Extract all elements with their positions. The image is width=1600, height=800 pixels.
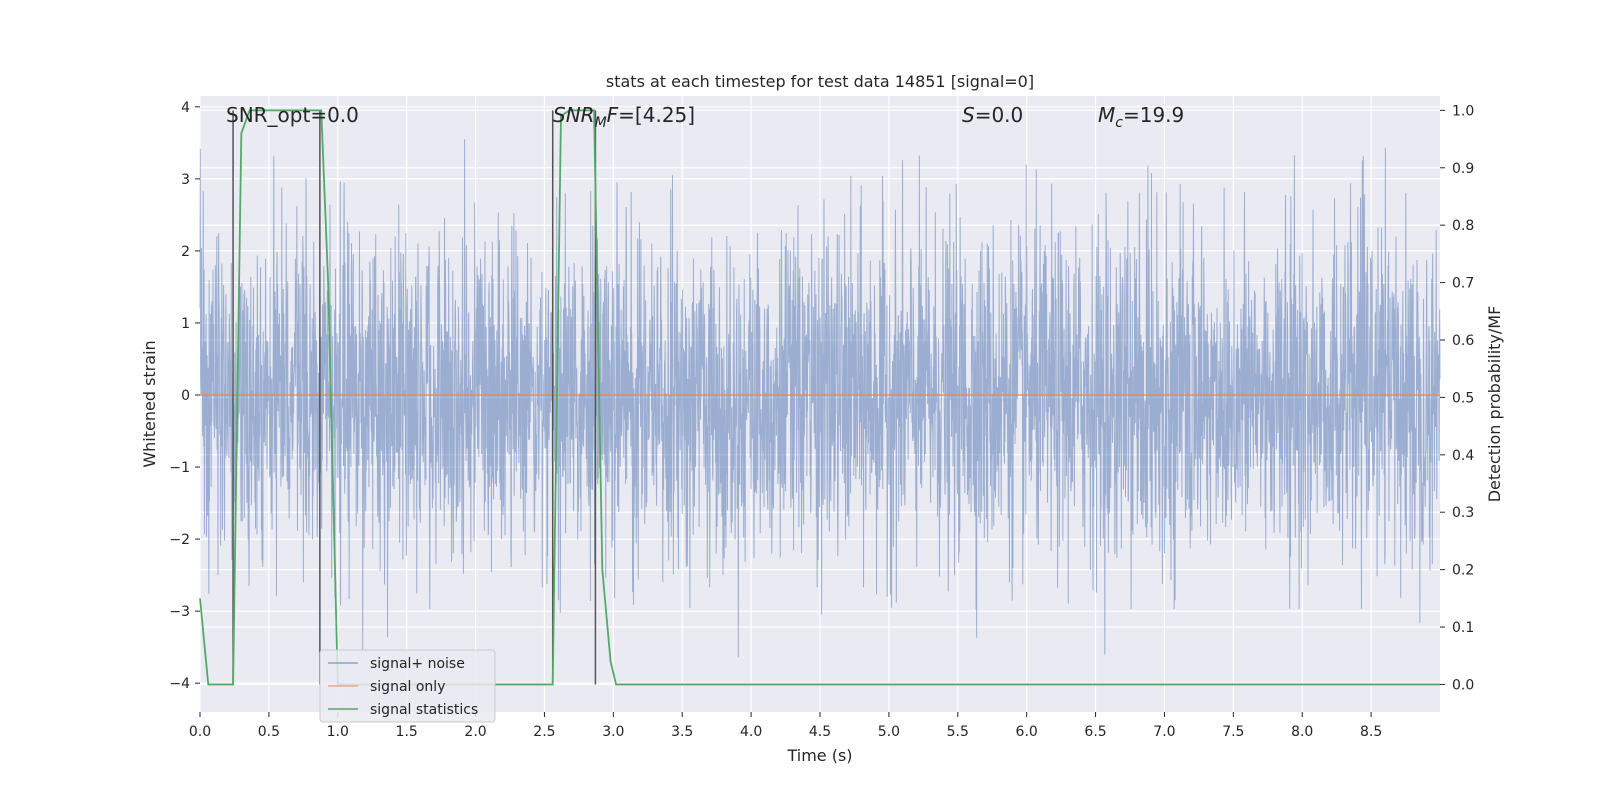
x-tick-label: 6.5 [1084,724,1106,740]
x-tick-label: 1.5 [396,724,418,740]
x-tick-label: 7.5 [1222,724,1244,740]
annotations: SNR_opt=0.0 SNRMF=[4.25] S=0.0 Mc=19.9 [226,103,1184,131]
y-tick-label: −3 [169,604,190,620]
annotation-part: M [595,115,607,131]
x-tick-labels: 0.0 0.5 1.0 1.5 2.0 2.5 3.0 3.5 4.0 4.5 5.0 5.5 6.0 6… [189,712,1382,740]
y-axis-label: Whitened strain [140,340,159,467]
annotation-part: SNR_opt=0.0 [226,103,359,127]
y-tick-label: −1 [169,460,190,476]
annotation-part: =0.0 [975,103,1024,127]
y-tick-labels: 4 3 2 1 0 −1 −2 −3 −4 [169,100,200,692]
x-tick-label: 0.5 [258,724,280,740]
annotation: Mc=19.9 [1098,103,1184,131]
y2-tick-label: 0.7 [1452,276,1474,292]
annotation-part: SNR [553,103,595,127]
vertical-markers [232,110,597,685]
x-axis-label: Time (s) [786,746,852,765]
annotation: SNRMF=[4.25] [553,103,695,131]
x-tick-label: 2.5 [533,724,555,740]
annotation: S=0.0 [962,103,1023,127]
x-tick-label: 4.5 [809,724,831,740]
annotation-part: =[4.25] [618,103,695,127]
y2-tick-label: 0.6 [1452,333,1474,349]
legend-label-statistics: signal statistics [370,702,478,718]
chart-title: stats at each timestep for test data 148… [606,72,1034,91]
x-tick-label: 6.0 [1016,724,1038,740]
legend-box [319,649,496,723]
y2-tick-label: 0.3 [1452,505,1474,521]
annotation-part: =19.9 [1123,103,1184,127]
y2-tick-label: 0.8 [1452,218,1474,234]
y2-tick-label: 0.5 [1452,390,1474,406]
y2-tick-label: 1.0 [1452,103,1474,119]
annotation-part: S [962,103,975,127]
x-tick-label: 4.0 [740,724,762,740]
annotation: SNR_opt=0.0 [226,103,359,127]
y-tick-label: −4 [169,676,190,692]
x-tick-label: 1.0 [327,724,349,740]
x-tick-label: 2.0 [464,724,486,740]
x-tick-label: 5.5 [947,724,969,740]
y2-tick-labels: 1.0 0.9 0.8 0.7 0.6 0.5 0.4 0.3 0.2 0.1 0.0 [1440,103,1474,693]
y-tick-label: 4 [181,100,190,116]
noise-trace [199,139,1441,658]
y-tick-label: 0 [181,388,190,404]
y-tick-label: −2 [169,532,190,548]
y2-tick-label: 0.4 [1452,448,1474,464]
y-tick-label: 2 [181,244,190,260]
y2-tick-label: 0.2 [1452,563,1474,579]
noise-series [199,139,1441,658]
y2-tick-label: 0.9 [1452,161,1474,177]
y-tick-label: 1 [181,316,190,332]
x-tick-label: 7.0 [1153,724,1175,740]
y-tick-label: 3 [181,172,190,188]
legend-label-noise: signal+ noise [370,656,465,672]
x-tick-label: 8.0 [1291,724,1313,740]
legend: signal+ noise signal only signal statist… [319,649,496,723]
x-tick-label: 0.0 [189,724,211,740]
annotation-part: c [1115,115,1123,131]
y2-axis-label: Detection probability/MF [1485,306,1504,503]
x-tick-label: 8.5 [1360,724,1382,740]
y2-tick-label: 0.1 [1452,620,1474,636]
x-tick-label: 5.0 [878,724,900,740]
annotation-part: M [1098,103,1115,127]
x-tick-label: 3.0 [602,724,624,740]
y2-tick-label: 0.0 [1452,677,1474,693]
x-tick-label: 3.5 [671,724,693,740]
legend-label-signal-only: signal only [370,679,445,695]
annotation-part: F [607,103,619,127]
